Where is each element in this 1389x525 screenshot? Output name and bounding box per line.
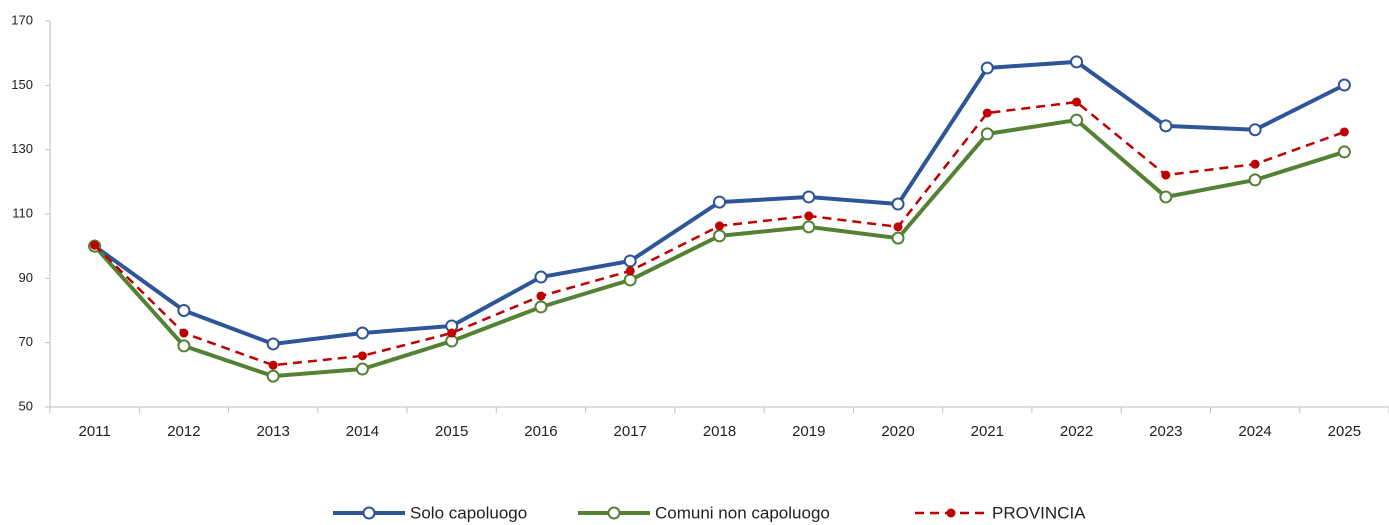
y-tick-label: 90 — [19, 270, 33, 285]
marker — [1161, 170, 1171, 180]
y-tick-label: 50 — [19, 398, 33, 413]
marker — [713, 229, 726, 243]
y-tick-label: 110 — [12, 205, 33, 220]
marker — [1337, 145, 1351, 159]
marker — [893, 222, 903, 232]
marker — [1248, 173, 1262, 187]
marker — [1248, 123, 1262, 137]
x-tick-label: 2022 — [1060, 423, 1093, 440]
marker — [715, 221, 724, 231]
legend-marker — [946, 508, 956, 518]
marker — [357, 351, 367, 361]
legend-label: Comuni non capoluogo — [655, 503, 830, 522]
y-tick-label: 70 — [19, 334, 33, 349]
x-tick-label: 2017 — [614, 423, 647, 440]
marker — [355, 326, 369, 340]
marker — [266, 337, 280, 351]
marker — [177, 304, 191, 317]
legend-marker — [607, 506, 621, 520]
marker — [447, 328, 457, 338]
marker — [1070, 55, 1084, 69]
x-tick-label: 2024 — [1238, 423, 1271, 440]
x-tick-label: 2016 — [524, 423, 557, 440]
marker — [623, 254, 637, 268]
x-tick-label: 2014 — [346, 423, 379, 440]
marker — [536, 291, 546, 301]
series-line — [93, 117, 1345, 379]
y-tick-label: 170 — [11, 12, 33, 27]
marker — [1159, 190, 1173, 204]
marker — [804, 211, 814, 221]
marker — [802, 220, 816, 234]
marker — [534, 300, 548, 314]
marker — [1159, 119, 1173, 133]
marker — [1072, 97, 1082, 107]
y-tick-label: 130 — [11, 141, 33, 156]
x-tick-label: 2021 — [971, 423, 1004, 440]
marker — [1339, 127, 1349, 137]
x-tick-label: 2012 — [167, 423, 200, 440]
marker — [90, 240, 100, 250]
marker — [1337, 78, 1351, 92]
marker — [355, 362, 369, 376]
marker — [266, 369, 280, 383]
marker — [980, 61, 994, 75]
legend-label: PROVINCIA — [992, 503, 1086, 522]
legend-marker — [362, 506, 376, 520]
marker — [1250, 159, 1260, 169]
marker — [891, 197, 905, 211]
x-tick-label: 2011 — [79, 423, 111, 440]
marker — [623, 273, 637, 287]
x-tick-label: 2015 — [435, 423, 468, 440]
x-tick-label: 2019 — [792, 423, 825, 440]
x-tick-label: 2013 — [256, 423, 289, 440]
marker — [982, 108, 992, 118]
marker — [713, 195, 726, 209]
marker — [891, 231, 905, 245]
y-tick-label: 150 — [11, 77, 33, 92]
marker — [534, 270, 548, 284]
marker — [177, 339, 191, 353]
x-tick-label: 2025 — [1328, 423, 1361, 440]
marker — [268, 360, 278, 370]
marker — [1070, 113, 1084, 127]
x-tick-label: 2018 — [703, 423, 736, 440]
marker — [802, 190, 816, 204]
x-tick-label: 2023 — [1149, 423, 1182, 440]
x-tick-label: 2020 — [881, 423, 914, 440]
marker — [625, 266, 635, 276]
marker — [980, 127, 994, 141]
marker — [179, 328, 189, 338]
legend-label: Solo capoluogo — [410, 503, 527, 522]
